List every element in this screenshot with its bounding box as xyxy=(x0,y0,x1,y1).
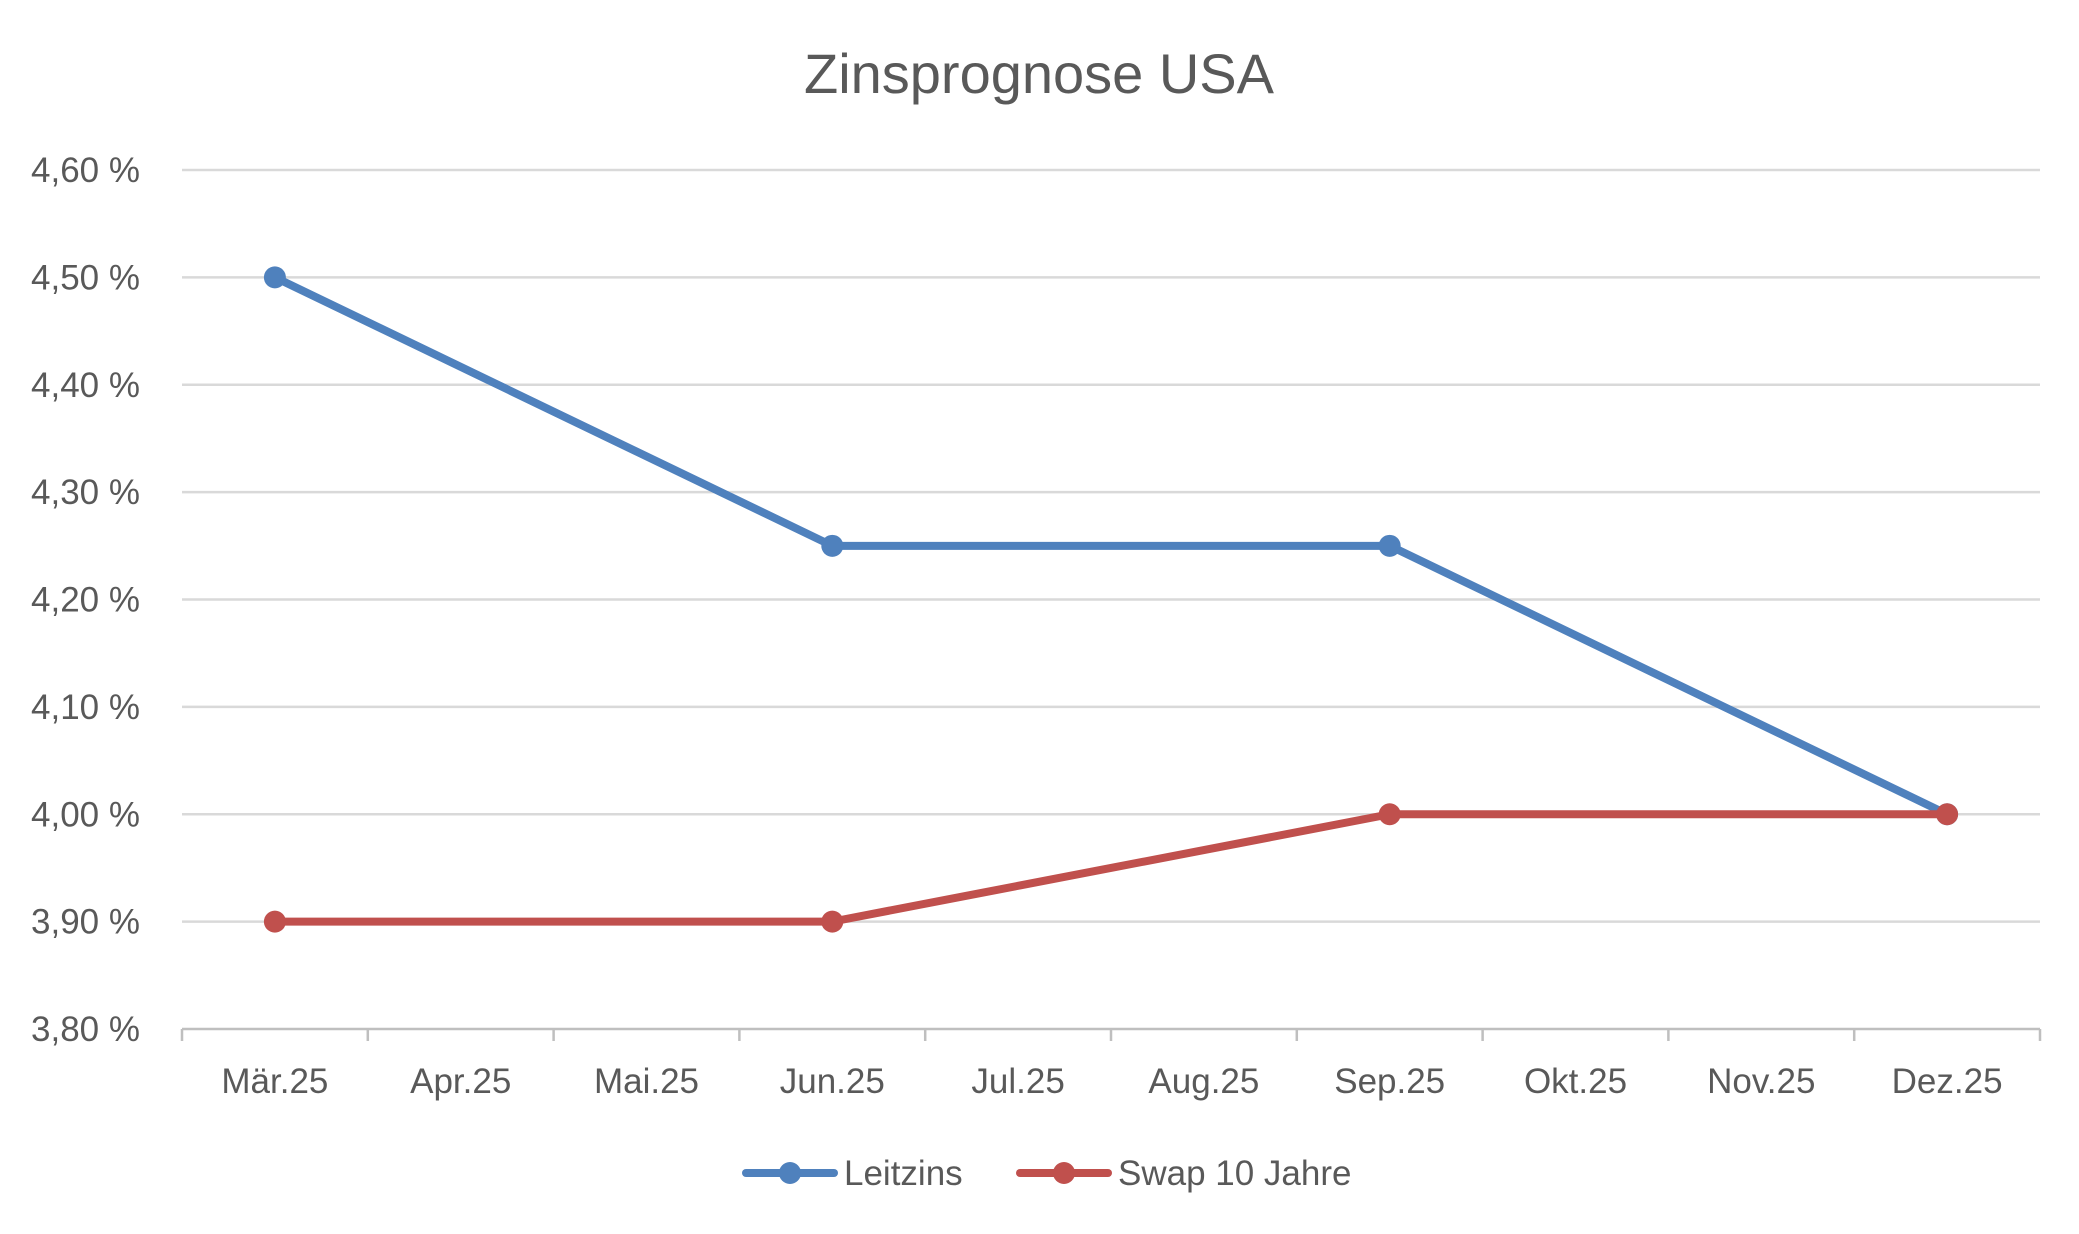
data-point xyxy=(821,910,844,933)
series-line xyxy=(270,273,1952,819)
x-tick-label: Nov.25 xyxy=(1707,1062,1815,1101)
y-tick-label: 3,90 % xyxy=(31,903,140,942)
data-point xyxy=(1378,534,1401,557)
x-tick-label: Mai.25 xyxy=(594,1062,699,1101)
y-tick-label: 4,60 % xyxy=(31,151,140,190)
y-tick-label: 4,00 % xyxy=(31,795,140,834)
series-line xyxy=(270,810,1952,926)
y-tick-label: 3,80 % xyxy=(31,1010,140,1049)
x-tick-label: Aug.25 xyxy=(1148,1062,1259,1101)
data-point xyxy=(821,534,844,557)
x-tick-label: Okt.25 xyxy=(1524,1062,1627,1101)
x-tick-label: Jul.25 xyxy=(971,1062,1064,1101)
y-tick-label: 4,40 % xyxy=(31,366,140,405)
series-layer xyxy=(263,266,1959,933)
x-axis xyxy=(180,1027,2042,1041)
x-tick-label: Dez.25 xyxy=(1892,1062,2003,1101)
x-tick-label: Sep.25 xyxy=(1334,1062,1445,1101)
data-point xyxy=(1378,803,1401,826)
data-point xyxy=(1936,803,1959,826)
y-tick-label: 4,30 % xyxy=(31,473,140,512)
x-tick-label: Mär.25 xyxy=(221,1062,328,1101)
legend-swatch-marker xyxy=(779,1162,801,1184)
legend-swatch-marker xyxy=(1053,1162,1075,1184)
data-point xyxy=(263,910,286,933)
data-point xyxy=(263,266,286,289)
legend-label: Leitzins xyxy=(844,1154,963,1193)
y-tick-label: 4,50 % xyxy=(31,258,140,297)
y-tick-label: 4,20 % xyxy=(31,581,140,620)
chart-title: Zinsprognose USA xyxy=(804,42,1275,105)
y-tick-label: 4,10 % xyxy=(31,688,140,727)
x-tick-label: Apr.25 xyxy=(410,1062,511,1101)
legend: Leitzins Swap 10 Jahre xyxy=(742,1154,1351,1193)
x-axis-tick-labels: Mär.25 Apr.25 Mai.25 Jun.25 Jul.25 Aug.25 Sep.… xyxy=(221,1062,2002,1101)
y-axis-tick-labels: 3,80 % 3,90 % 4,00 % 4,10 % 4,20 % 4,30 % 4,40… xyxy=(31,151,140,1049)
x-tick-label: Jun.25 xyxy=(780,1062,885,1101)
legend-label: Swap 10 Jahre xyxy=(1118,1154,1351,1193)
